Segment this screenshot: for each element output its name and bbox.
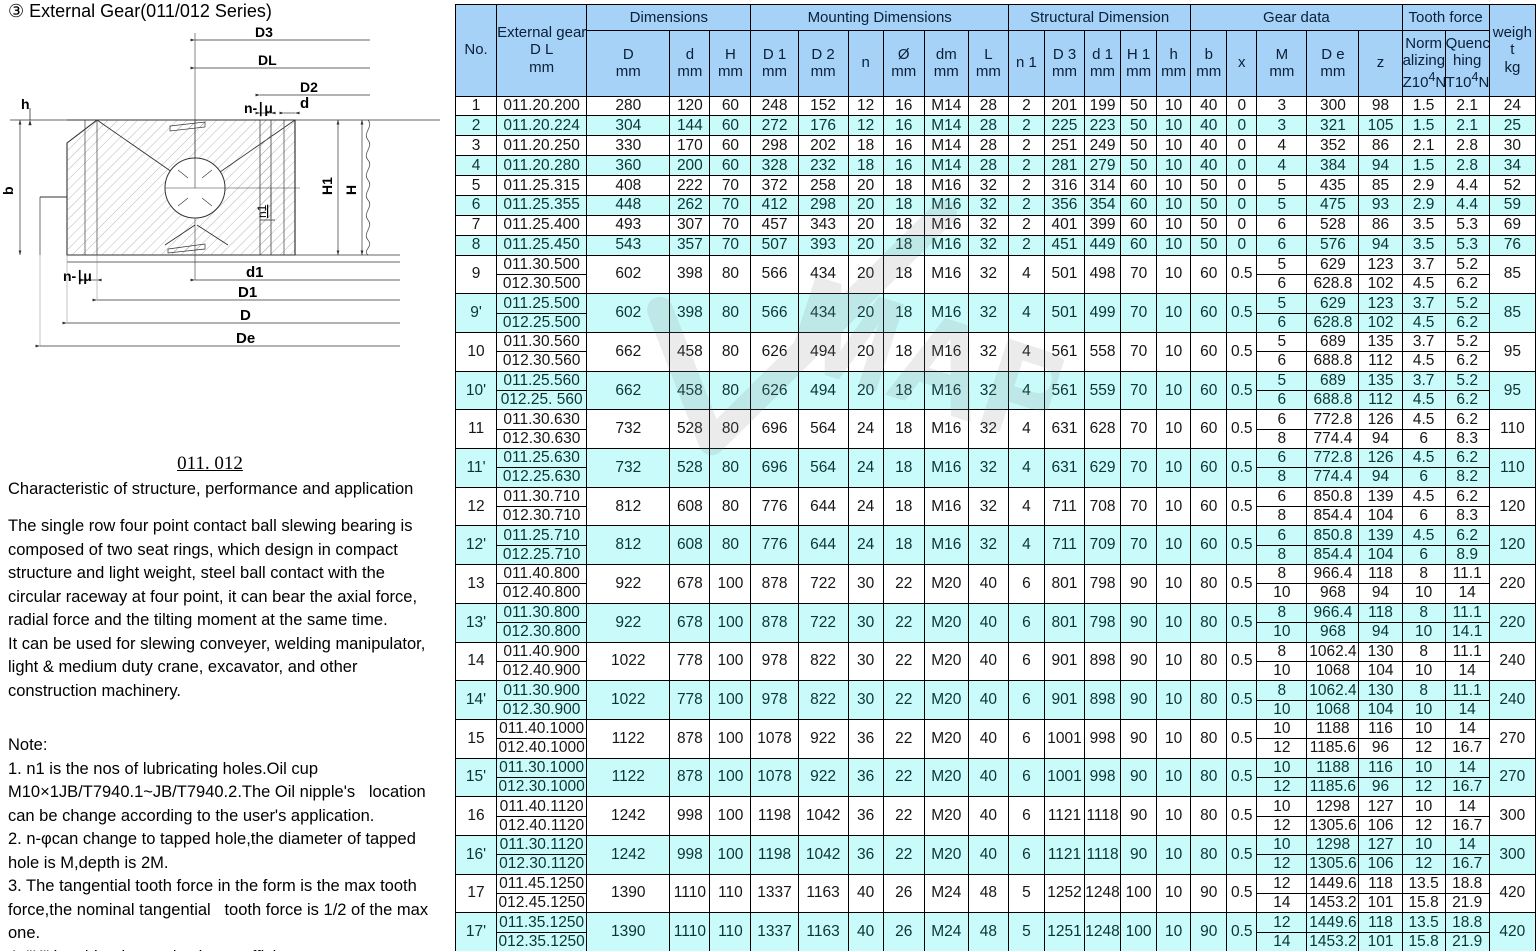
svg-text:n-∣μ: n-∣μ xyxy=(63,268,92,285)
svg-text:DL: DL xyxy=(258,52,277,68)
svg-text:h: h xyxy=(21,96,30,112)
svg-text:D1: D1 xyxy=(238,284,257,301)
svg-text:b: b xyxy=(0,186,16,195)
svg-text:d1: d1 xyxy=(246,264,264,281)
svg-text:n1: n1 xyxy=(255,204,269,218)
svg-text:d: d xyxy=(300,95,309,112)
svg-text:H: H xyxy=(343,185,359,195)
svg-text:D2: D2 xyxy=(300,79,318,95)
svg-text:H1: H1 xyxy=(319,177,335,195)
svg-text:D3: D3 xyxy=(255,24,273,40)
svg-text:De: De xyxy=(236,330,255,347)
svg-text:n-∣μ: n-∣μ xyxy=(244,100,273,117)
svg-text:D: D xyxy=(240,307,251,324)
